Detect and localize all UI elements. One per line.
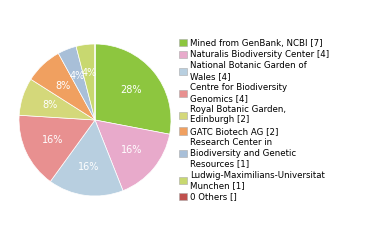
Text: 4%: 4% (70, 71, 85, 81)
Wedge shape (95, 44, 171, 134)
Legend: Mined from GenBank, NCBI [7], Naturalis Biodiversity Center [4], National Botani: Mined from GenBank, NCBI [7], Naturalis … (179, 39, 329, 201)
Text: 16%: 16% (42, 135, 63, 145)
Wedge shape (76, 44, 95, 120)
Text: 16%: 16% (120, 145, 142, 155)
Wedge shape (50, 120, 123, 196)
Text: 16%: 16% (78, 162, 100, 172)
Text: 4%: 4% (81, 68, 97, 78)
Wedge shape (19, 79, 95, 120)
Text: 28%: 28% (120, 85, 142, 95)
Wedge shape (19, 115, 95, 181)
Wedge shape (31, 54, 95, 120)
Wedge shape (59, 46, 95, 120)
Text: 8%: 8% (55, 81, 70, 91)
Wedge shape (95, 120, 169, 191)
Text: 8%: 8% (43, 101, 58, 110)
